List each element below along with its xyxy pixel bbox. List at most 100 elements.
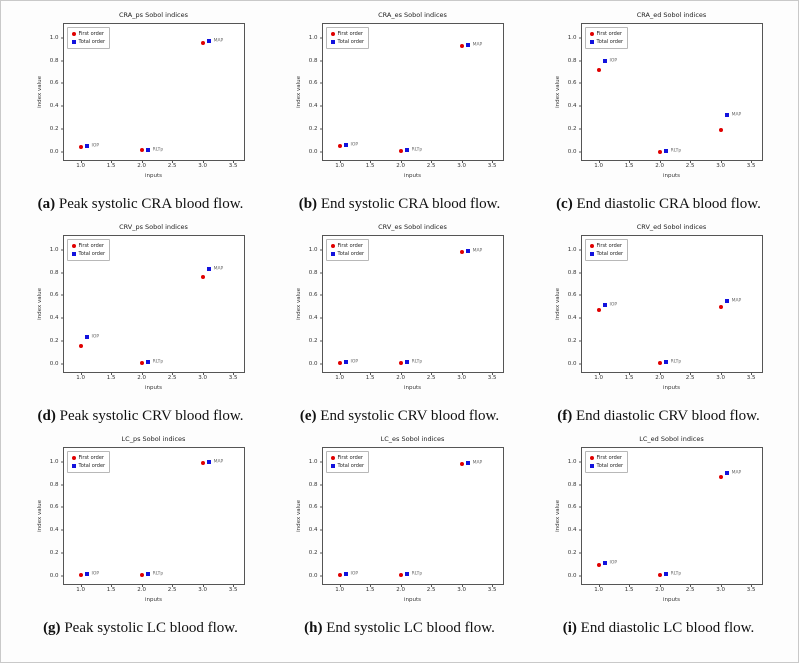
y-tick-label: 0.8 <box>308 481 318 488</box>
y-tick-label: 0.8 <box>567 57 577 64</box>
x-tick-label: 2.0 <box>396 163 405 169</box>
caption-text: End systolic CRV blood flow. <box>316 408 500 424</box>
chart-title: CRA_ps Sobol indices <box>119 11 188 19</box>
y-axis-label-cell: index value <box>37 23 63 161</box>
total-order-marker-icon <box>71 464 76 468</box>
subplot-figure: LC_ps Sobol indices index value First or… <box>11 435 270 637</box>
y-tick-label: 0.0 <box>308 149 318 156</box>
legend-item-first-order: First order <box>589 455 624 461</box>
x-tick-label: 3.0 <box>457 375 466 381</box>
y-tick-mark <box>60 461 64 463</box>
x-tick-mark <box>111 584 113 587</box>
subplot-figure: LC_es Sobol indices index value First or… <box>270 435 529 637</box>
y-tick-mark <box>60 529 64 531</box>
point-label: RLTp <box>152 571 164 577</box>
y-tick-label: 0.6 <box>49 292 59 299</box>
y-tick-label: 0.8 <box>49 481 59 488</box>
point-label: MAP <box>472 42 483 48</box>
first-order-point <box>200 460 205 465</box>
point-label: MAP <box>213 266 224 272</box>
legend-item-total-order: Total order <box>71 463 105 469</box>
y-tick-mark <box>319 151 323 153</box>
x-tick-mark <box>172 160 174 163</box>
y-axis-label-cell: index value <box>555 447 581 585</box>
x-tick-label: 1.5 <box>365 587 375 593</box>
y-tick-mark <box>319 82 323 84</box>
legend: First order Total order <box>325 27 370 49</box>
caption-text: End diastolic CRV blood flow. <box>572 408 760 424</box>
total-order-point <box>206 459 211 464</box>
first-order-point <box>657 360 662 365</box>
y-tick-mark <box>319 105 323 107</box>
total-order-marker-icon <box>589 40 594 44</box>
y-tick-mark <box>319 506 323 508</box>
chart-title: LC_es Sobol indices <box>380 435 445 443</box>
total-order-point <box>145 147 150 152</box>
total-order-point <box>84 144 89 149</box>
y-tick-label: 1.0 <box>308 34 318 41</box>
legend-item-total-order: Total order <box>71 251 105 257</box>
y-tick-mark <box>60 506 64 508</box>
x-axis-label: inputs <box>403 385 421 391</box>
y-tick-label: 0.6 <box>308 292 318 299</box>
legend-item-first-order: First order <box>589 243 624 249</box>
subplot-figure: CRV_es Sobol indices index value First o… <box>270 223 529 425</box>
first-order-point <box>459 43 464 48</box>
first-order-point <box>78 572 83 577</box>
x-tick-label: 3.0 <box>716 163 725 169</box>
total-order-point <box>663 571 668 576</box>
x-axis-label: inputs <box>403 597 421 603</box>
y-axis-label-cell: index value <box>37 235 63 373</box>
y-tick-label: 0.6 <box>49 80 59 87</box>
x-tick-mark <box>629 160 631 163</box>
plot-area: First order Total order 1.0 1.5 2.0 2.5 3.0 3… <box>50 235 245 381</box>
caption: (a) Peak systolic CRA blood flow. <box>38 196 244 213</box>
x-tick-mark <box>141 584 143 587</box>
y-axis-label: index value <box>295 288 302 320</box>
point-label: MAP <box>472 460 483 466</box>
legend-item-total-order: Total order <box>589 251 623 257</box>
legend-first-order-label: First order <box>337 454 363 461</box>
y-tick-label: 0.2 <box>308 126 318 133</box>
legend-first-order-label: First order <box>337 242 363 249</box>
y-tick-label: 0.6 <box>308 80 318 87</box>
total-order-point <box>602 302 607 307</box>
y-axis-label-cell: index value <box>555 235 581 373</box>
x-tick-label: 2.5 <box>685 587 695 593</box>
y-tick-label: 0.2 <box>567 338 577 345</box>
x-axis-label: inputs <box>662 597 680 603</box>
y-tick-mark <box>578 294 582 296</box>
point-label: IOP <box>350 359 359 365</box>
y-tick-label: 0.4 <box>567 103 577 110</box>
x-tick-label: 3.5 <box>487 163 497 169</box>
x-tick-mark <box>629 584 631 587</box>
y-tick-mark <box>60 575 64 577</box>
x-axis-label: inputs <box>662 173 680 179</box>
y-axis-label-cell: index value <box>555 23 581 161</box>
chart-title: CRA_ed Sobol indices <box>636 11 707 19</box>
x-tick-mark <box>431 372 433 375</box>
first-order-point <box>337 572 342 577</box>
x-tick-mark <box>233 160 235 163</box>
caption: (b) End systolic CRA blood flow. <box>299 196 501 213</box>
total-order-marker-icon <box>330 252 335 256</box>
first-order-point <box>596 67 601 72</box>
y-tick-label: 0.0 <box>49 149 59 156</box>
y-tick-mark <box>319 294 323 296</box>
legend-total-order-label: Total order <box>337 463 365 469</box>
x-tick-mark <box>202 160 204 163</box>
point-label: RLTp <box>152 147 164 153</box>
x-tick-mark <box>659 584 661 587</box>
y-tick-label: 1.0 <box>567 34 577 41</box>
y-tick-mark <box>319 461 323 463</box>
total-order-marker-icon <box>330 40 335 44</box>
caption-text: End systolic LC blood flow. <box>322 620 495 636</box>
point-label: RLTp <box>152 359 164 365</box>
first-order-marker-icon <box>589 243 594 248</box>
first-order-point <box>398 572 403 577</box>
y-tick-mark <box>578 506 582 508</box>
y-tick-label: 0.2 <box>49 338 59 345</box>
first-order-point <box>657 150 662 155</box>
total-order-point <box>724 113 729 118</box>
caption-label: (e) <box>299 408 317 424</box>
